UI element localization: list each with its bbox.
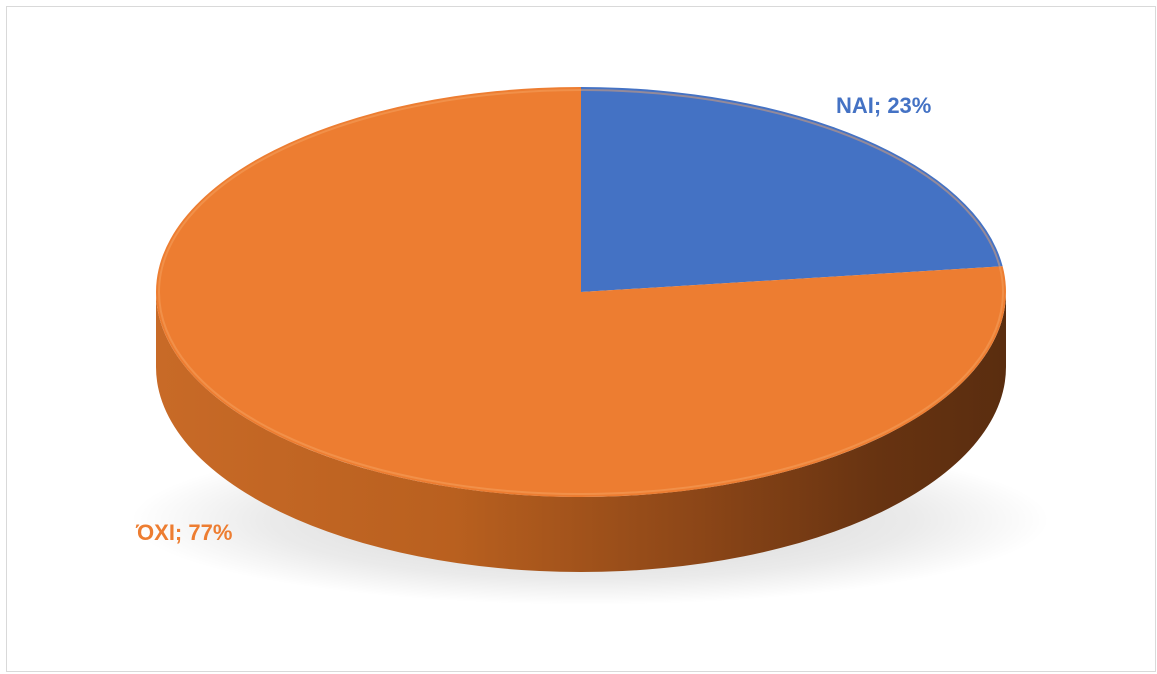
pie-slice-oxi: [156, 87, 1006, 498]
slice-label-nai: NAI; 23%: [836, 93, 931, 118]
pie-slice-nai: [581, 87, 1003, 292]
pie-side-wall: [156, 292, 1006, 572]
slice-label-oxi: ΌΧΙ; 77%: [135, 520, 232, 545]
pie-top-rim-highlight: [158, 89, 1004, 495]
